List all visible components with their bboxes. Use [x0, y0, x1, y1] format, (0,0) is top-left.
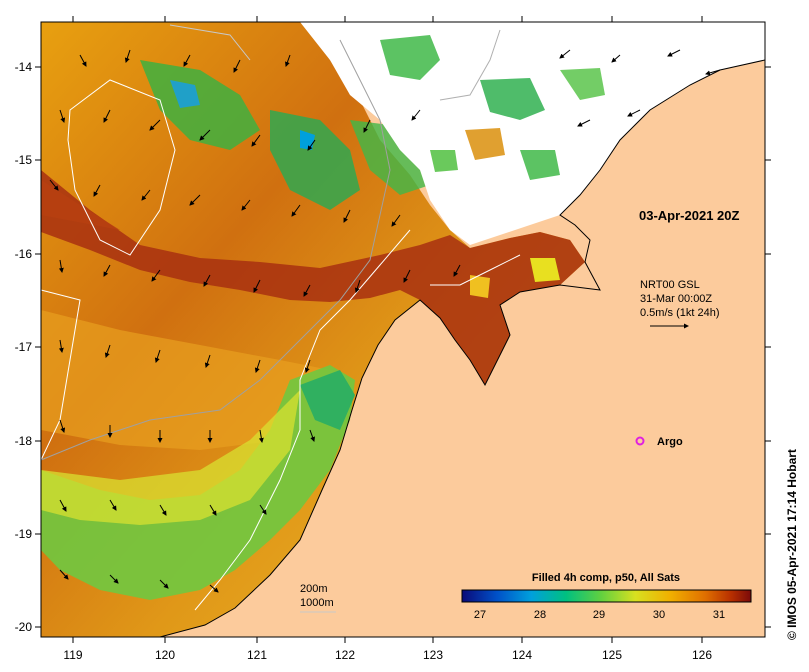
colorbar: Filled 4h comp, p50, All Sats 27 28 29 3…: [461, 572, 752, 621]
lon-label: 126: [692, 648, 712, 662]
sst-field: [41, 22, 765, 637]
lat-label: -19: [15, 527, 33, 541]
current-vectors: [49, 49, 721, 593]
velocity-legend-line1: NRT00 GSL: [640, 279, 700, 291]
isobath-contours: [40, 24, 521, 611]
lat-label: -14: [15, 60, 33, 74]
colorbar-gradient: [461, 589, 752, 603]
colorbar-title: Filled 4h comp, p50, All Sats: [532, 572, 680, 584]
lon-label: 123: [423, 648, 443, 662]
credit-label: © IMOS 05-Apr-2021 17:14 Hobart: [785, 449, 799, 640]
lat-label: -20: [15, 620, 33, 634]
argo-label: Argo: [657, 436, 683, 448]
colorbar-tick: 30: [653, 609, 665, 621]
argo-float-icon: [635, 436, 645, 446]
colorbar-tick: 29: [593, 609, 605, 621]
lon-label: 125: [602, 648, 622, 662]
lat-label: -18: [15, 434, 33, 448]
velocity-legend: NRT00 GSL 31-Mar 00:00Z 0.5m/s (1kt 24h): [640, 279, 719, 329]
colorbar-tick: 31: [713, 609, 725, 621]
colorbar-tick: 27: [474, 609, 486, 621]
velocity-legend-line2: 31-Mar 00:00Z: [640, 293, 712, 305]
lat-label: -15: [15, 153, 33, 167]
timestamp-label: 03-Apr-2021 20Z: [639, 208, 739, 223]
argo-marker: Argo: [635, 436, 683, 448]
velocity-legend-line3: 0.5m/s (1kt 24h): [640, 307, 719, 319]
isobath-key-200: 200m: [300, 583, 328, 595]
lat-ticks: [35, 66, 771, 628]
lon-label: 120: [155, 648, 175, 662]
lon-label: 121: [247, 648, 267, 662]
lon-label: 119: [63, 648, 82, 662]
colorbar-tick: 28: [534, 609, 546, 621]
lon-label: 124: [512, 648, 532, 662]
lon-label: 122: [335, 648, 355, 662]
coastline: [159, 59, 766, 638]
map-frame: [40, 21, 766, 638]
lon-ticks: [72, 16, 703, 643]
isobath-key: 200m 1000m: [300, 583, 336, 613]
isobath-key-1000: 1000m: [300, 597, 334, 609]
lat-label: -17: [15, 340, 33, 354]
lat-label: -16: [15, 247, 33, 261]
